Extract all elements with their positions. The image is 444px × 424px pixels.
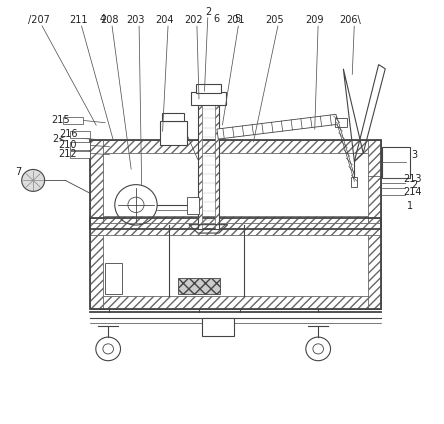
Text: 215: 215 xyxy=(53,115,72,125)
Bar xyxy=(90,140,103,229)
Bar xyxy=(368,218,381,309)
Bar xyxy=(63,117,83,124)
Bar xyxy=(382,147,409,179)
Bar xyxy=(215,103,219,229)
Bar xyxy=(198,103,219,229)
Bar xyxy=(90,218,103,309)
Text: 2<: 2< xyxy=(55,134,69,144)
Bar xyxy=(90,140,381,153)
Bar xyxy=(105,262,122,294)
Text: 208: 208 xyxy=(100,15,119,25)
Text: 210: 210 xyxy=(58,140,76,151)
Bar xyxy=(351,178,357,187)
Bar xyxy=(90,216,381,229)
Bar xyxy=(202,318,234,336)
Bar xyxy=(178,278,220,294)
Text: 1: 1 xyxy=(407,201,413,211)
Text: 201: 201 xyxy=(226,15,245,25)
Text: 3: 3 xyxy=(412,150,418,160)
Bar xyxy=(90,218,381,309)
Text: 4: 4 xyxy=(100,14,106,24)
Bar xyxy=(198,103,202,229)
Bar xyxy=(70,151,90,158)
Text: 216: 216 xyxy=(61,129,80,139)
Text: 212: 212 xyxy=(60,149,79,159)
Bar xyxy=(90,296,381,309)
Bar xyxy=(334,117,347,127)
Text: 2: 2 xyxy=(412,181,418,190)
Text: 6: 6 xyxy=(214,14,220,24)
Text: 213: 213 xyxy=(403,174,421,184)
Bar xyxy=(70,131,90,138)
Bar xyxy=(195,84,221,93)
Polygon shape xyxy=(217,114,337,139)
Text: 206\: 206\ xyxy=(339,15,361,25)
Bar xyxy=(368,140,381,229)
Text: 2<: 2< xyxy=(52,134,67,144)
Bar xyxy=(70,142,90,150)
Text: 205: 205 xyxy=(266,15,284,25)
Text: 204: 204 xyxy=(155,15,174,25)
Circle shape xyxy=(22,170,45,191)
Text: 5: 5 xyxy=(234,14,241,24)
Text: 209: 209 xyxy=(305,15,324,25)
Text: 202: 202 xyxy=(184,15,202,25)
Bar xyxy=(160,121,187,145)
Bar xyxy=(90,140,381,229)
Text: 203: 203 xyxy=(127,15,145,25)
Text: 7: 7 xyxy=(15,167,21,177)
Text: 216: 216 xyxy=(59,129,78,139)
Bar xyxy=(163,113,185,121)
Bar xyxy=(191,92,226,105)
Text: 210: 210 xyxy=(60,140,79,151)
Bar xyxy=(187,197,199,214)
Text: 214: 214 xyxy=(403,187,421,197)
Text: 211: 211 xyxy=(69,15,88,25)
Text: 2: 2 xyxy=(205,7,211,17)
Bar xyxy=(90,223,381,235)
Text: /207: /207 xyxy=(28,15,50,25)
Text: 215: 215 xyxy=(51,115,70,125)
Text: 212: 212 xyxy=(58,149,76,159)
